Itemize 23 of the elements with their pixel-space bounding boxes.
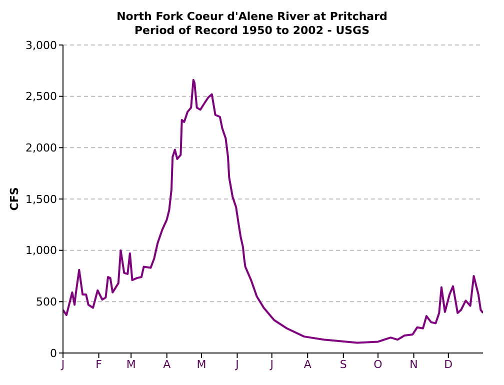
x-tick-label: S [340,358,347,371]
x-tick-label: A [163,358,172,371]
y-tick-label: 0 [50,346,57,360]
x-tick-label: J [60,358,65,371]
x-tick-label: D [444,358,453,371]
x-tick-label: O [374,358,383,371]
x-tick-label: F [96,358,102,371]
y-tick-label: 2,000 [26,142,57,155]
y-tick-label: 3,000 [26,38,57,52]
y-tick-label: 500 [36,296,57,309]
chart-subtitle: Period of Record 1950 to 2002 - USGS [133,24,371,38]
y-axis-title: CFS [8,187,21,211]
x-tick-label: M [126,358,136,371]
y-tick-label: 1,000 [26,244,57,258]
y-tick-label: 1,500 [26,192,57,206]
y-tick-label: 2,500 [26,90,57,104]
x-tick-label: N [410,358,418,371]
line-series [63,78,483,344]
x-tick-label: J [269,358,274,371]
x-tick-label: J [234,358,239,371]
chart-title: North Fork Coeur d'Alene River at Pritchard [116,10,388,24]
x-tick-label: A [304,358,312,371]
x-tick-label: M [196,358,206,371]
